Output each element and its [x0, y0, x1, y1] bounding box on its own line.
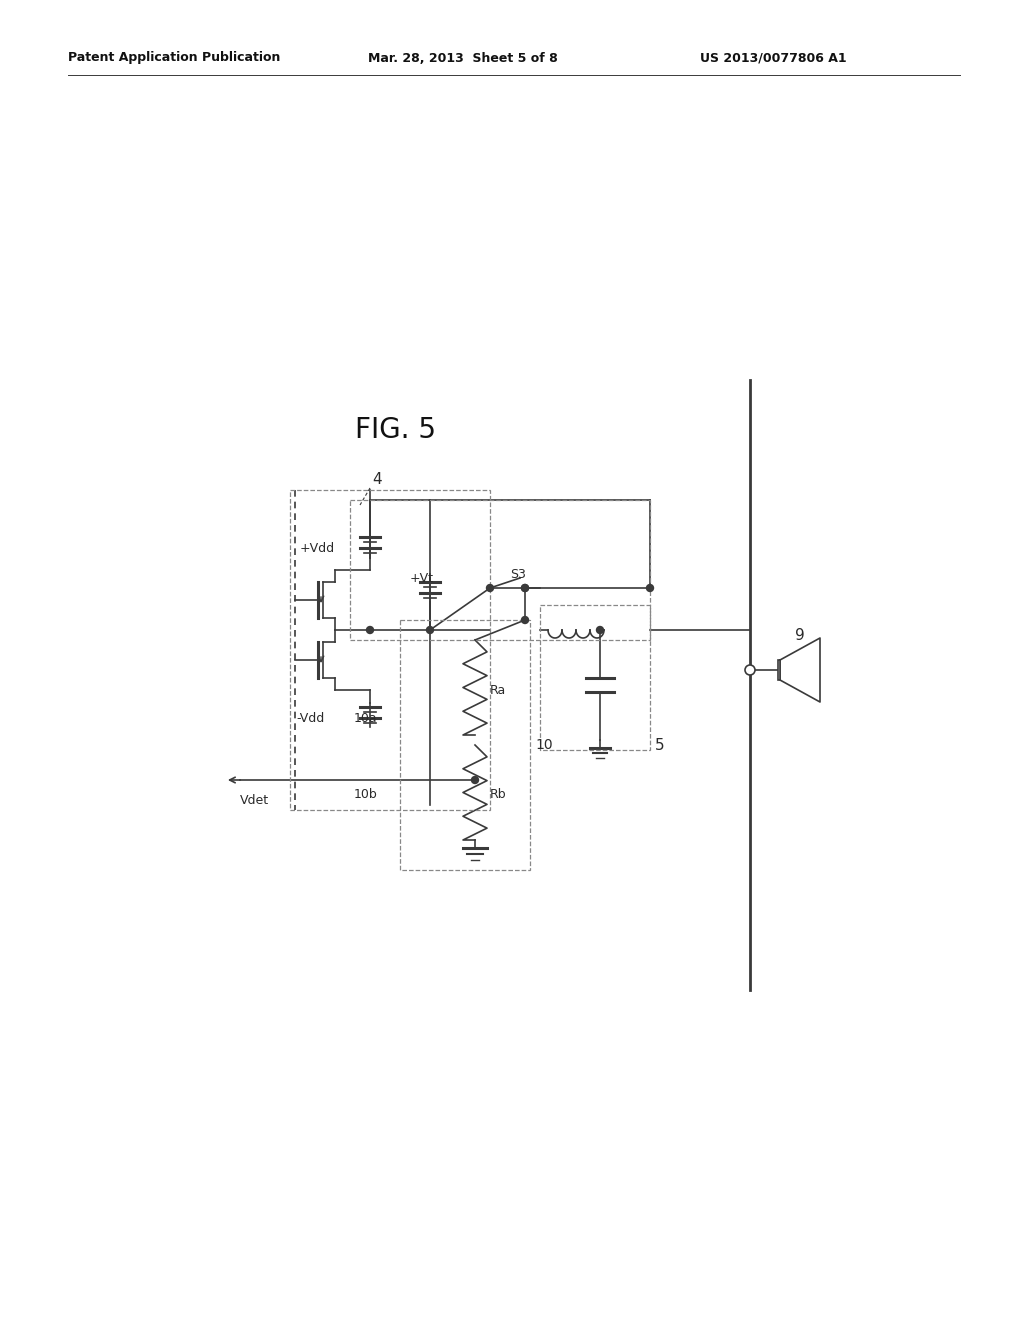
Text: +Vt: +Vt [410, 572, 434, 585]
Bar [350, 500, 650, 640]
Text: Rb: Rb [490, 788, 507, 801]
Text: Mar. 28, 2013  Sheet 5 of 8: Mar. 28, 2013 Sheet 5 of 8 [368, 51, 558, 65]
Circle shape [521, 585, 528, 591]
Text: 9: 9 [795, 627, 805, 643]
Text: Patent Application Publication: Patent Application Publication [68, 51, 281, 65]
Bar [290, 490, 490, 810]
Circle shape [521, 585, 528, 591]
Text: S3: S3 [510, 569, 526, 582]
Text: Vdet: Vdet [240, 793, 269, 807]
Text: 5: 5 [655, 738, 665, 752]
Circle shape [367, 627, 374, 634]
Polygon shape [780, 638, 820, 702]
Circle shape [427, 627, 433, 634]
Circle shape [471, 776, 478, 784]
Bar [400, 620, 530, 870]
Text: 10: 10 [535, 738, 553, 752]
Text: +Vdd: +Vdd [300, 541, 335, 554]
Bar [540, 605, 650, 750]
Circle shape [646, 585, 653, 591]
Bar [778, 660, 780, 680]
Circle shape [521, 616, 528, 623]
Circle shape [597, 627, 603, 634]
Text: 4: 4 [372, 473, 382, 487]
Text: US 2013/0077806 A1: US 2013/0077806 A1 [700, 51, 847, 65]
Circle shape [745, 665, 755, 675]
Text: 10a: 10a [354, 711, 378, 725]
Text: -Vdd: -Vdd [296, 711, 325, 725]
Text: Ra: Ra [490, 684, 506, 697]
Text: FIG. 5: FIG. 5 [355, 416, 436, 444]
Text: 10b: 10b [354, 788, 378, 801]
Circle shape [486, 585, 494, 591]
